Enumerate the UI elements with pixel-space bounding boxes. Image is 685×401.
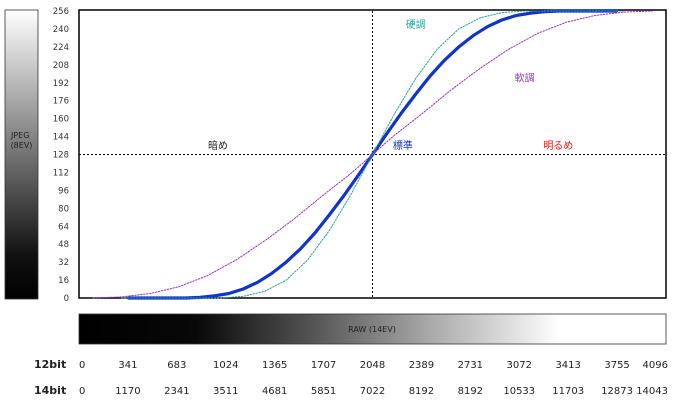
- bit-row-value: 1707: [311, 360, 336, 371]
- y-tick-label: 224: [53, 43, 69, 53]
- y-tick-label: 64: [58, 222, 69, 232]
- bit-row-value: 14043: [636, 386, 668, 397]
- annotation-label: 軟調: [515, 72, 535, 85]
- bit-row-title: 14bit: [34, 384, 66, 397]
- bit-row-value: 4096: [643, 360, 668, 371]
- y-tick-label: 80: [58, 204, 69, 214]
- bit-row-value: 3511: [213, 386, 238, 397]
- bit-row-value: 2048: [360, 360, 385, 371]
- bit-scale-rows: 12bit 0 341 683 1024 1365 1707 2048 2389 2731 3072…: [34, 358, 668, 397]
- y-tick-label: 160: [53, 115, 69, 125]
- y-tick-label: 176: [53, 97, 69, 107]
- y-axis-ticks: 0 16 32 48 64 80 96 112 128 144 160 176 192 208 224 240…: [53, 7, 69, 304]
- bit-row-value: 12873: [601, 386, 633, 397]
- series-layer: [92, 9, 653, 300]
- y-tick-label: 16: [58, 276, 69, 286]
- y-tick-label: 0: [64, 294, 69, 304]
- bit-row-value: 3072: [507, 360, 532, 371]
- series-line: [92, 10, 653, 299]
- bit-row-value: 2731: [458, 360, 483, 371]
- bit-row-value: 3755: [604, 360, 629, 371]
- annotation-label: 標準: [393, 139, 413, 152]
- y-tick-label: 208: [53, 61, 69, 71]
- bit-row-value: 8192: [409, 386, 434, 397]
- jpeg-gradient-bar: [4, 9, 39, 300]
- bit-row-value: 2389: [409, 360, 434, 371]
- bit-row-value: 0: [79, 360, 85, 371]
- bit-row-value: 341: [118, 360, 137, 371]
- y-tick-label: 240: [53, 25, 69, 35]
- bit-row-value: 7022: [360, 386, 385, 397]
- y-tick-label: 128: [53, 151, 69, 161]
- bit-row-value: 10533: [503, 386, 535, 397]
- raw-gradient-bar: [78, 313, 667, 345]
- annotation-label: 暗め: [208, 139, 228, 152]
- y-tick-label: 48: [58, 240, 69, 250]
- bit-row-value: 683: [167, 360, 186, 371]
- bit-row-value: 2341: [164, 386, 189, 397]
- bit-row-value: 0: [79, 386, 85, 397]
- bit-row-value: 1170: [115, 386, 140, 397]
- jpeg-bar-label: JPEG (8EV): [10, 131, 32, 150]
- y-tick-label: 192: [53, 79, 69, 89]
- bit-row-value: 3413: [555, 360, 580, 371]
- bit-row-value: 4681: [262, 386, 287, 397]
- bit-row-value: 11703: [552, 386, 584, 397]
- bit-row-value: 1024: [213, 360, 238, 371]
- y-tick-label: 96: [58, 186, 69, 196]
- y-tick-label: 256: [53, 7, 69, 17]
- bit-row-value: 1365: [262, 360, 287, 371]
- bit-row-value: 5851: [311, 386, 336, 397]
- y-tick-label: 32: [58, 258, 69, 268]
- bit-row-value: 8192: [458, 386, 483, 397]
- y-tick-label: 144: [53, 133, 69, 143]
- raw-bar-label: RAW (14EV): [348, 325, 396, 334]
- y-tick-label: 112: [53, 168, 69, 178]
- annotation-label: 明るめ: [543, 140, 573, 152]
- bit-row-title: 12bit: [34, 358, 66, 371]
- annotation-label: 硬調: [406, 18, 426, 31]
